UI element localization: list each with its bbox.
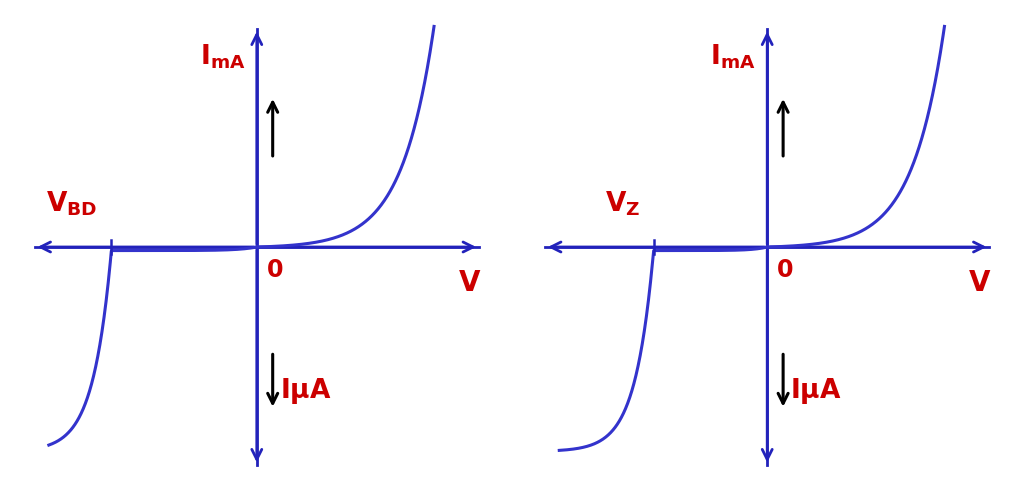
Text: $\mathbf{V_Z}$: $\mathbf{V_Z}$ xyxy=(604,190,640,218)
Text: 0: 0 xyxy=(267,258,284,282)
Text: $\mathbf{I\mu A}$: $\mathbf{I\mu A}$ xyxy=(790,376,842,406)
Text: $\mathbf{I_{mA}}$: $\mathbf{I_{mA}}$ xyxy=(711,42,756,71)
Text: $\mathbf{I\mu A}$: $\mathbf{I\mu A}$ xyxy=(280,376,331,406)
Text: V: V xyxy=(969,269,990,297)
Text: $\mathbf{V_{BD}}$: $\mathbf{V_{BD}}$ xyxy=(46,190,97,218)
Text: $\mathbf{I_{mA}}$: $\mathbf{I_{mA}}$ xyxy=(200,42,246,71)
Text: V: V xyxy=(459,269,480,297)
Text: 0: 0 xyxy=(777,258,794,282)
